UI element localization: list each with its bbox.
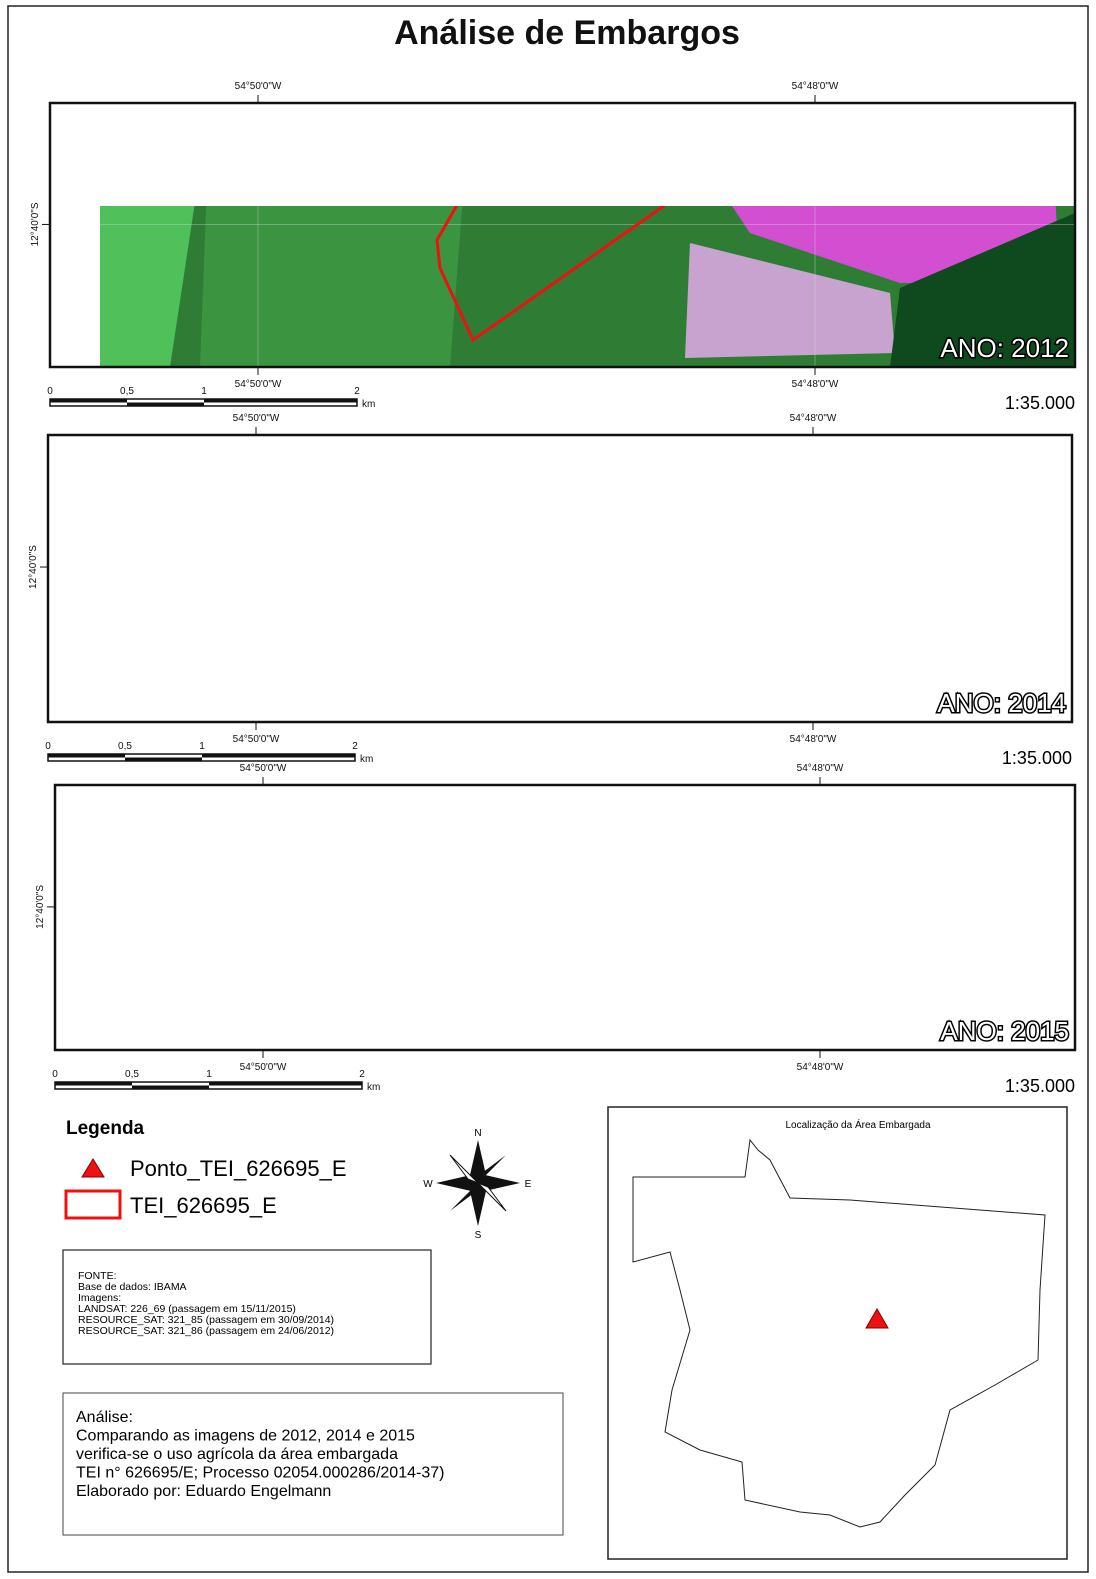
scalebar-segment — [127, 403, 204, 407]
lon-label: 54°50'0"W — [233, 734, 280, 745]
scalebar-label: 0,5 — [125, 1069, 139, 1080]
legend-title: Legenda — [66, 1118, 145, 1139]
lon-label: 54°48'0"W — [790, 734, 837, 745]
lon-label: 54°48'0"W — [792, 379, 839, 390]
lat-label: 12°40'0"S — [35, 885, 46, 929]
scalebar-segment — [55, 1082, 132, 1086]
scalebar-label: 0 — [52, 1069, 58, 1080]
lon-label: 54°48'0"W — [790, 413, 837, 424]
legend-item: TEI_626695_E — [130, 1193, 277, 1218]
scalebar-segment — [132, 1086, 209, 1090]
map-title: Análise de Embargos — [394, 14, 740, 52]
lon-label: 54°50'0"W — [233, 413, 280, 424]
scalebar-segment — [48, 754, 125, 758]
scalebar-label: 0 — [45, 741, 51, 752]
scalebar-label: 1 — [199, 741, 205, 752]
lon-label: 54°48'0"W — [797, 763, 844, 774]
scalebar-label: 0 — [47, 386, 53, 397]
inset-title: Localização da Área Embargada — [785, 1118, 931, 1131]
scalebar-label: 2 — [352, 741, 358, 752]
scalebar-unit: km — [360, 754, 373, 765]
scalebar-unit: km — [367, 1082, 380, 1093]
scalebar-segment — [204, 399, 357, 403]
lon-label: 54°48'0"W — [792, 81, 839, 92]
page: Análise de Embargos {"title": "Análise d… — [0, 0, 1096, 1579]
lon-label: 54°50'0"W — [235, 81, 282, 92]
lon-label: 54°50'0"W — [240, 763, 287, 774]
compass-label: E — [525, 1179, 532, 1190]
lat-label: 12°40'0"S — [28, 545, 39, 589]
scalebar-segment — [209, 1082, 362, 1086]
analysis-line: Elaborado por: Eduardo Engelmann — [76, 1483, 331, 1500]
analysis-line: TEI n° 626695/E; Processo 02054.000286/2… — [76, 1465, 444, 1482]
scalebar-label: 2 — [354, 386, 360, 397]
scalebar-segment — [50, 399, 127, 403]
analysis-line: Comparando as imagens de 2012, 2014 e 20… — [76, 1428, 415, 1445]
page-body: Análise de Embargos Legenda Ponto_TEI_62… — [0, 0, 1096, 1579]
map-scale: 1:35.000 — [1005, 393, 1075, 413]
map-scale: 1:35.000 — [1002, 748, 1072, 768]
source-line: RESOURCE_SAT: 321_86 (passagem em 24/06/… — [78, 1325, 334, 1337]
compass-label: W — [423, 1179, 433, 1190]
map-scale: 1:35.000 — [1005, 1076, 1075, 1096]
scalebar-label: 0,5 — [118, 741, 132, 752]
compass-label: N — [474, 1128, 481, 1139]
lon-label: 54°50'0"W — [235, 379, 282, 390]
scalebar-label: 1 — [206, 1069, 212, 1080]
lat-label: 12°40'0"S — [30, 202, 41, 246]
lon-label: 54°48'0"W — [797, 1062, 844, 1073]
scalebar-label: 1 — [201, 386, 207, 397]
lon-label: 54°50'0"W — [240, 1062, 287, 1073]
compass-label: S — [475, 1230, 482, 1241]
year-label: ANO: 2014 — [937, 688, 1066, 718]
analysis-line: Análise: — [76, 1409, 133, 1426]
scalebar-segment — [202, 754, 355, 758]
scalebar-label: 2 — [359, 1069, 365, 1080]
map-layout: Análise de Embargos Legenda Ponto_TEI_62… — [0, 0, 1096, 1579]
scalebar-segment — [125, 758, 202, 762]
legend-item: Ponto_TEI_626695_E — [130, 1156, 347, 1181]
year-label: ANO: 2015 — [940, 1016, 1069, 1046]
scalebar-unit: km — [362, 399, 375, 410]
analysis-line: verifica-se o uso agrícola da área embar… — [76, 1446, 398, 1463]
year-label: ANO: 2012 — [940, 333, 1069, 363]
scalebar-label: 0,5 — [120, 386, 134, 397]
